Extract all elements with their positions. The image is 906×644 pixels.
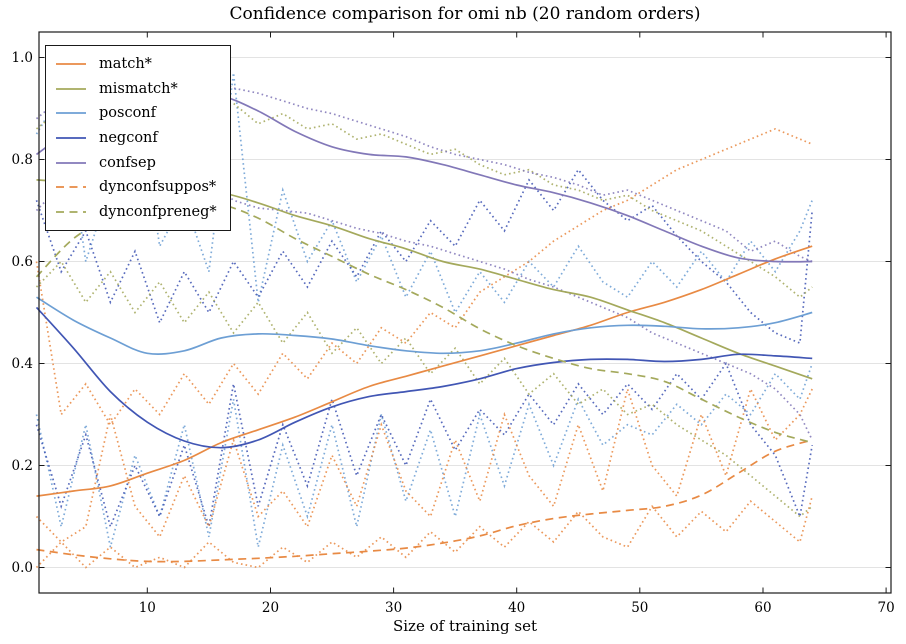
y-tick-label-0.4: 0.4 — [12, 356, 33, 372]
legend-item-negconf: negconf — [55, 126, 224, 151]
series-line-negconf — [35, 306, 813, 449]
x-tick-label-60: 60 — [754, 600, 771, 616]
legend-item-label: posconf — [99, 105, 157, 122]
legend-line-sample-confsep — [56, 161, 86, 164]
x-tick-label-40: 40 — [508, 600, 525, 616]
series-line-match — [36, 245, 813, 497]
y-tick-label-0.0: 0.0 — [12, 560, 33, 576]
series-line-dynconfpreneg — [35, 200, 813, 444]
spread-line-posconf-lower — [35, 363, 814, 548]
spread-line-match-lower — [35, 495, 814, 569]
tick-labels: 10 20 30 40 50 60 70 0.0 0.2 0.4 0.6 0.8 1.0 — [12, 50, 895, 616]
legend-line-sample-dynconfpreneg — [56, 211, 86, 213]
y-tick-label-0.8: 0.8 — [12, 152, 33, 168]
legend-item-dynconfsuppos: dynconfsuppos* — [55, 175, 224, 200]
spread-line-confsep-lower — [35, 130, 813, 441]
tick-marks — [39, 32, 891, 593]
legend-line-sample-dynconfsuppos — [56, 186, 86, 189]
legend-item-label: negconf — [99, 130, 158, 147]
series-line-dynconfsuppos — [36, 439, 813, 563]
legend-item-mismatch: mismatch* — [55, 77, 224, 102]
y-tick-label-0.6: 0.6 — [12, 254, 33, 270]
legend-line-sample-match — [56, 63, 86, 66]
series-line-posconf — [36, 296, 813, 355]
plot-border — [38, 31, 892, 594]
spread-line-negconf-upper — [35, 168, 814, 345]
legend-item-label: mismatch* — [99, 80, 178, 97]
y-tick-label-1.0: 1.0 — [12, 50, 33, 66]
x-tick-label-50: 50 — [631, 600, 648, 616]
x-tick-label-10: 10 — [139, 600, 156, 616]
axes-frame — [38, 31, 892, 594]
x-tick-label-70: 70 — [878, 600, 895, 616]
legend-item-dynconfpreneg: dynconfpreneg* — [55, 200, 224, 225]
spread-line-posconf-upper — [35, 72, 813, 315]
legend-item-label: confsep — [99, 154, 156, 171]
legend-line-sample-negconf — [56, 137, 86, 139]
legend-line-sample-posconf — [56, 112, 86, 115]
legend-item-confsep: confsep — [55, 150, 224, 175]
legend-item-posconf: posconf — [55, 101, 224, 126]
chart-title: Confidence comparison for omi nb (20 ran… — [229, 4, 701, 24]
legend-item-label: match* — [99, 56, 152, 73]
legend-item-label: dynconfsuppos* — [99, 179, 217, 196]
legend-item-label: dynconfpreneg* — [99, 203, 217, 220]
x-axis-label: Size of training set — [392, 617, 537, 635]
x-tick-label-30: 30 — [385, 600, 402, 616]
y-tick-label-0.2: 0.2 — [12, 458, 33, 474]
legend-line-sample-mismatch — [56, 88, 86, 90]
x-tick-label-20: 20 — [262, 600, 279, 616]
legend-box: match* mismatch* posconf negconf confsep dync… — [45, 45, 231, 232]
legend-item-match: match* — [55, 52, 224, 77]
